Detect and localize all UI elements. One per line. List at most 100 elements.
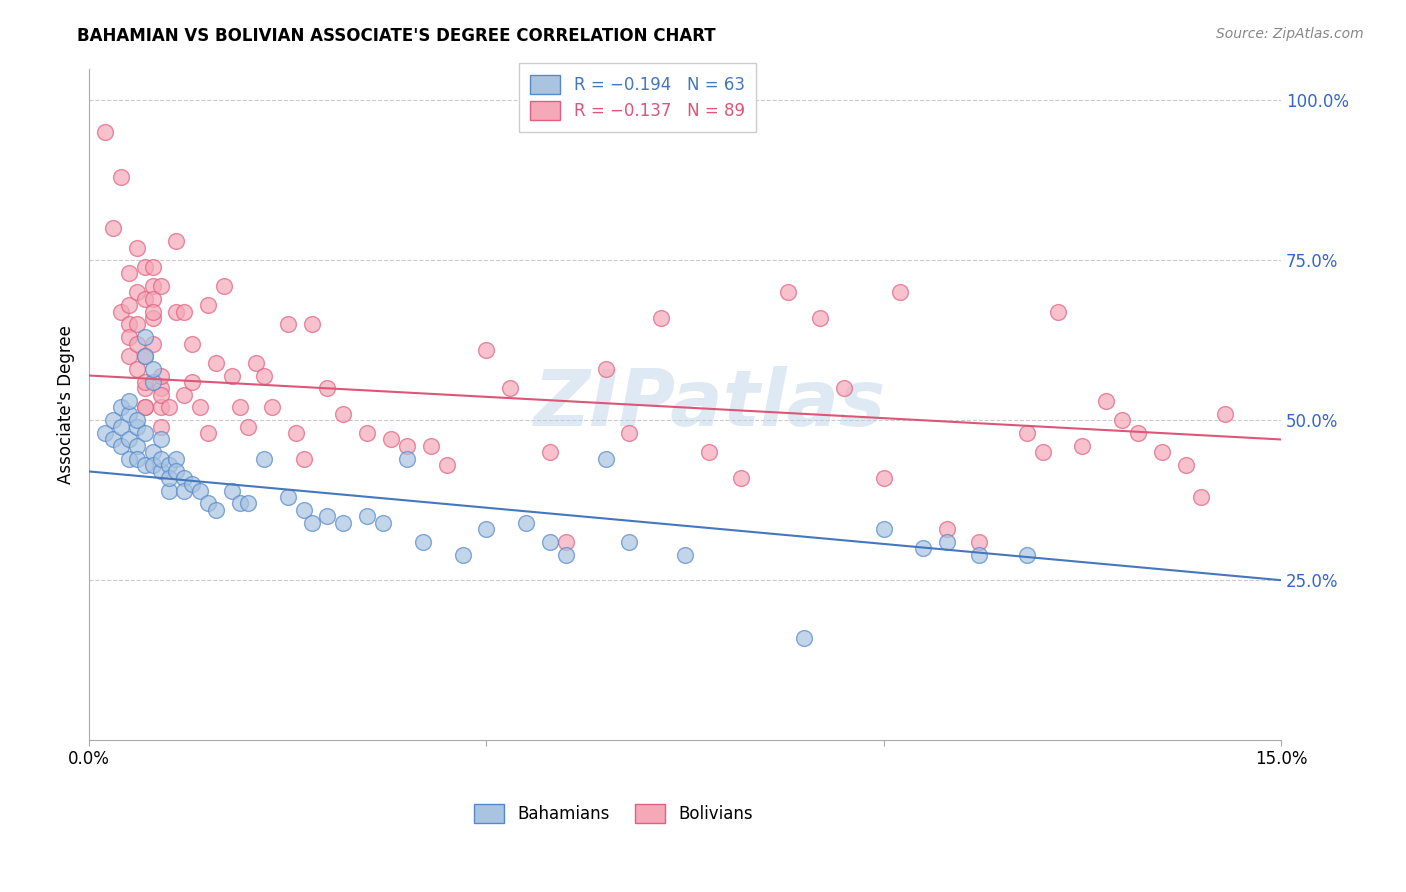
- Point: [650, 310, 672, 325]
- Point: [157, 458, 180, 472]
- Point: [125, 318, 148, 332]
- Point: [125, 451, 148, 466]
- Point: [229, 496, 252, 510]
- Point: [277, 490, 299, 504]
- Point: [395, 451, 418, 466]
- Point: [118, 349, 141, 363]
- Point: [356, 426, 378, 441]
- Point: [149, 465, 172, 479]
- Point: [832, 381, 855, 395]
- Point: [134, 260, 156, 274]
- Point: [245, 356, 267, 370]
- Point: [134, 330, 156, 344]
- Point: [1191, 490, 1213, 504]
- Point: [134, 349, 156, 363]
- Point: [595, 362, 617, 376]
- Point: [436, 458, 458, 472]
- Point: [110, 439, 132, 453]
- Point: [554, 548, 576, 562]
- Point: [157, 471, 180, 485]
- Point: [1015, 548, 1038, 562]
- Point: [149, 401, 172, 415]
- Point: [236, 419, 259, 434]
- Point: [110, 170, 132, 185]
- Point: [1095, 394, 1118, 409]
- Point: [166, 451, 188, 466]
- Point: [499, 381, 522, 395]
- Point: [889, 285, 911, 300]
- Point: [316, 381, 339, 395]
- Point: [316, 509, 339, 524]
- Point: [554, 534, 576, 549]
- Point: [538, 534, 561, 549]
- Point: [173, 483, 195, 498]
- Point: [125, 285, 148, 300]
- Point: [1047, 304, 1070, 318]
- Point: [595, 451, 617, 466]
- Point: [173, 387, 195, 401]
- Point: [778, 285, 800, 300]
- Point: [673, 548, 696, 562]
- Point: [142, 458, 165, 472]
- Point: [142, 279, 165, 293]
- Point: [1015, 426, 1038, 441]
- Point: [181, 375, 204, 389]
- Point: [125, 439, 148, 453]
- Point: [157, 483, 180, 498]
- Point: [475, 522, 498, 536]
- Point: [125, 362, 148, 376]
- Point: [221, 483, 243, 498]
- Point: [166, 304, 188, 318]
- Point: [356, 509, 378, 524]
- Point: [181, 336, 204, 351]
- Point: [157, 401, 180, 415]
- Point: [197, 426, 219, 441]
- Text: BAHAMIAN VS BOLIVIAN ASSOCIATE'S DEGREE CORRELATION CHART: BAHAMIAN VS BOLIVIAN ASSOCIATE'S DEGREE …: [77, 27, 716, 45]
- Point: [301, 516, 323, 530]
- Point: [253, 451, 276, 466]
- Point: [301, 318, 323, 332]
- Point: [101, 221, 124, 235]
- Point: [419, 439, 441, 453]
- Point: [332, 516, 354, 530]
- Point: [134, 426, 156, 441]
- Point: [149, 451, 172, 466]
- Point: [118, 433, 141, 447]
- Point: [125, 336, 148, 351]
- Point: [515, 516, 537, 530]
- Point: [872, 522, 894, 536]
- Point: [149, 387, 172, 401]
- Point: [619, 426, 641, 441]
- Point: [134, 381, 156, 395]
- Point: [110, 304, 132, 318]
- Point: [110, 419, 132, 434]
- Point: [101, 413, 124, 427]
- Point: [142, 362, 165, 376]
- Point: [1150, 445, 1173, 459]
- Point: [134, 401, 156, 415]
- Point: [149, 279, 172, 293]
- Point: [110, 401, 132, 415]
- Point: [197, 496, 219, 510]
- Point: [793, 631, 815, 645]
- Point: [1071, 439, 1094, 453]
- Point: [134, 458, 156, 472]
- Point: [142, 310, 165, 325]
- Point: [142, 260, 165, 274]
- Point: [125, 419, 148, 434]
- Point: [277, 318, 299, 332]
- Point: [134, 349, 156, 363]
- Point: [451, 548, 474, 562]
- Point: [221, 368, 243, 383]
- Point: [697, 445, 720, 459]
- Point: [292, 451, 315, 466]
- Point: [125, 413, 148, 427]
- Point: [619, 534, 641, 549]
- Point: [212, 279, 235, 293]
- Point: [872, 471, 894, 485]
- Point: [134, 401, 156, 415]
- Text: ZIPatlas: ZIPatlas: [533, 367, 884, 442]
- Point: [125, 241, 148, 255]
- Point: [149, 381, 172, 395]
- Point: [260, 401, 283, 415]
